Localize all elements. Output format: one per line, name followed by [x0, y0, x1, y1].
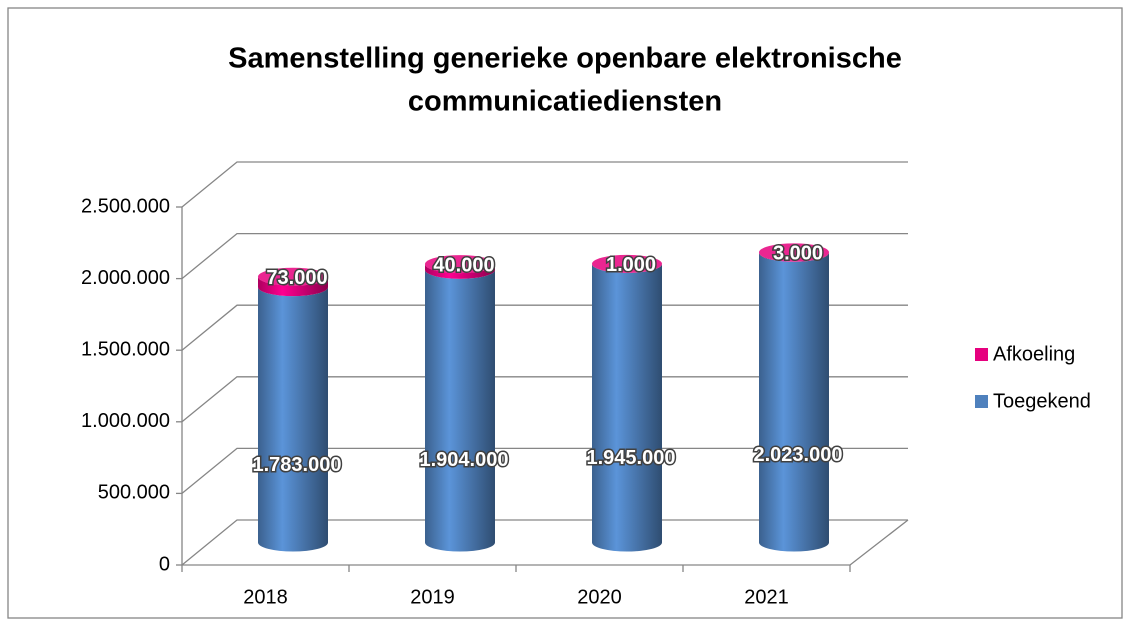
bar: [258, 276, 328, 297]
y-tick-label: 1.500.000: [81, 338, 170, 360]
grid-line: [181, 447, 908, 494]
data-label: 2.023.000: [754, 444, 843, 466]
bar-cap: [425, 255, 495, 274]
bar: [425, 269, 495, 552]
y-tick-label: 1.000.000: [81, 410, 170, 432]
grid-line: [181, 519, 908, 566]
grid-line: [181, 232, 908, 280]
legend-label: Afkoeling: [993, 343, 1075, 365]
chart-title: Samenstelling generieke openbare elektro…: [228, 43, 902, 75]
data-label: 1.000: [606, 254, 656, 276]
legend-label: Toegekend: [993, 390, 1091, 412]
chart-title-line: communicatiediensten: [408, 86, 722, 118]
grid-line: [181, 304, 908, 351]
data-label: 1.904.000: [420, 449, 509, 471]
grid-line: [181, 161, 908, 208]
chart-border: [7, 7, 1123, 619]
y-tick-label: 2.000.000: [81, 267, 170, 289]
y-tick-label: 2.500.000: [81, 195, 170, 217]
bar: [759, 252, 829, 552]
x-tick-label: 2021: [744, 586, 789, 608]
data-label: 40.000: [433, 254, 494, 276]
data-label: 73.000: [266, 267, 327, 289]
data-label: 1.783.000: [253, 454, 342, 476]
y-tick-label: 0: [159, 553, 170, 575]
data-label: 1.945.000: [587, 447, 676, 469]
x-tick-label: 2018: [243, 586, 288, 608]
bar: [592, 263, 662, 552]
y-tick-label: 500.000: [98, 482, 170, 504]
bar-cap: [592, 254, 662, 273]
legend-swatch: [975, 348, 988, 361]
bar: [258, 287, 328, 552]
bar-cap: [759, 243, 829, 262]
bar: [425, 264, 495, 279]
data-label: 3.000: [773, 243, 823, 265]
grid-line: [181, 376, 908, 423]
x-tick-label: 2020: [577, 586, 622, 608]
legend-swatch: [975, 395, 988, 408]
bar-cap: [258, 267, 328, 286]
x-tick-label: 2019: [410, 586, 455, 608]
